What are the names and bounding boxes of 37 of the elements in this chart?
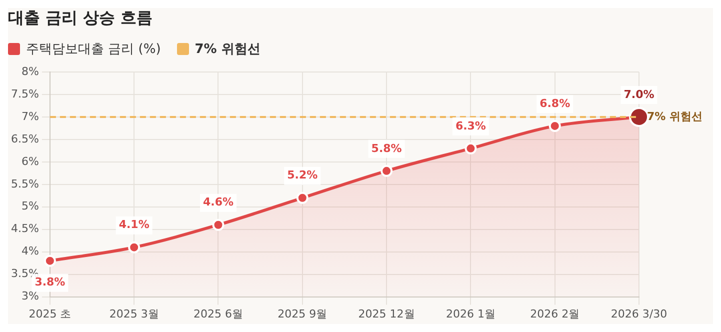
chart-title: 대출 금리 상승 흐름 xyxy=(8,8,154,29)
x-tick-label: 2025 9월 xyxy=(278,307,328,320)
legend-label: 주택담보대출 금리 (%) xyxy=(25,41,161,58)
point xyxy=(464,142,477,154)
data-label: 7.0% xyxy=(624,88,654,101)
data-label: 4.1% xyxy=(118,218,150,232)
x-tick-label: 2025 초 xyxy=(28,307,72,320)
text: 7% 위험선 xyxy=(194,42,260,57)
data-label: 6.3% xyxy=(455,119,486,132)
x-tick-label: 2026 3/30 xyxy=(610,307,668,320)
y-tick-label: 5.5% xyxy=(10,177,39,190)
data-label: 5.2% xyxy=(287,168,318,182)
data-label: 4.6% xyxy=(202,196,234,209)
data-label: 5.8% xyxy=(371,142,402,155)
point xyxy=(380,164,393,177)
y-tick-label: 6% xyxy=(21,154,39,168)
y-tick-label: 3% xyxy=(21,290,39,303)
ref-line-label: 7% 위험선 xyxy=(647,110,703,123)
point xyxy=(548,120,561,132)
data-label: 6.8% xyxy=(540,96,570,110)
point xyxy=(296,192,308,204)
point xyxy=(212,218,224,231)
y-tick-label: 8% xyxy=(21,64,39,78)
x-tick-label: 2025 12월 xyxy=(358,307,415,320)
point xyxy=(44,254,56,267)
y-tick-label: 5% xyxy=(21,200,39,213)
y-tick-label: 7.5% xyxy=(10,87,39,100)
x-tick-label: 2026 1월 xyxy=(446,307,496,320)
point xyxy=(128,241,140,254)
y-tick-label: 4% xyxy=(21,244,39,258)
y-tick-label: 4.5% xyxy=(10,222,39,236)
x-tick-label: 2025 6월 xyxy=(193,307,243,320)
x-tick-label: 2026 2월 xyxy=(530,307,580,320)
x-tick-label: 2025 3월 xyxy=(109,307,159,320)
data-label: 3.8% xyxy=(34,276,66,289)
y-tick-label: 7% xyxy=(21,110,39,123)
y-tick-label: 6.5% xyxy=(10,132,39,146)
